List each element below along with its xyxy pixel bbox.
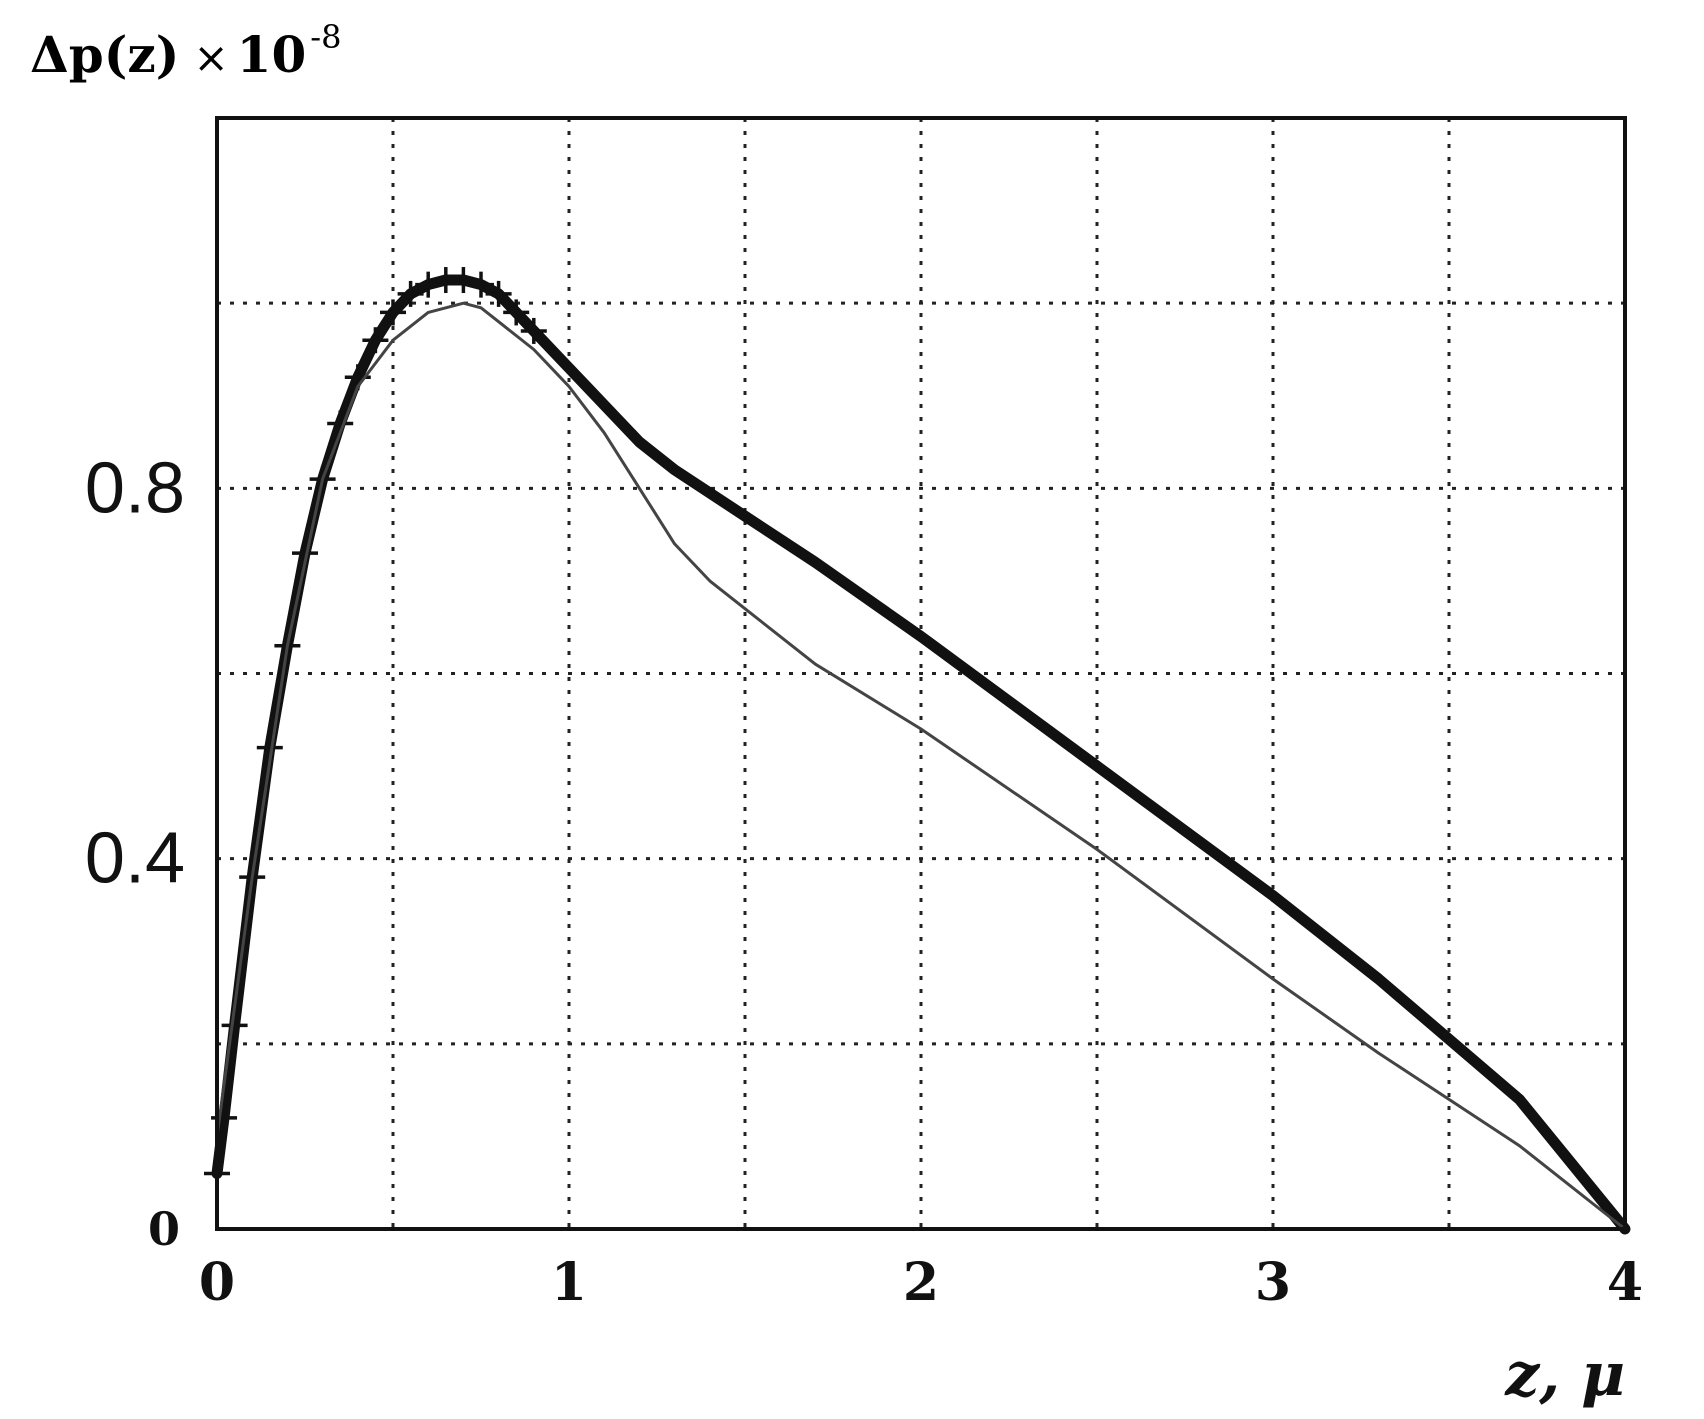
y-axis-label-base: 10 [237, 25, 307, 84]
y-tick-label-2: 0.8 [85, 448, 185, 528]
series-0-marker-17 [485, 280, 512, 307]
x-tick-label-4: 4 [1607, 1252, 1643, 1313]
series-0-marker-12 [397, 280, 424, 307]
series-0-marker-19 [520, 317, 547, 344]
y-axis-label-main: Δp(z) [30, 25, 179, 84]
series-0-marker-15 [450, 267, 477, 294]
y-tick-label-0: 0 [148, 1202, 180, 1256]
series-layer [204, 267, 1631, 1235]
y-axis-label: Δp(z) × 10 -8 [30, 18, 341, 84]
x-tick-label-3: 3 [1255, 1252, 1291, 1313]
y-axis-label-exponent: -8 [310, 18, 341, 56]
series-line-1 [215, 301, 1627, 1231]
x-axis-label: z, μ [1504, 1340, 1625, 1410]
y-tick-label-1: 0.4 [85, 819, 185, 899]
series-0-marker-13 [415, 271, 442, 298]
series-0-marker-16 [468, 271, 494, 298]
plot-border [215, 116, 1627, 1231]
series-0-marker-10 [362, 327, 389, 354]
x-tick-label-2: 2 [903, 1252, 939, 1313]
plot-frame [215, 116, 1627, 1231]
tick-labels: 0 1 2 3 4 0 0.4 0.8 [85, 448, 1643, 1313]
y-axis-label-times: × [193, 33, 228, 82]
series-0-marker-11 [380, 299, 406, 326]
x-tick-label-0: 0 [199, 1252, 235, 1313]
series-line-0 [211, 274, 1631, 1235]
series-0-marker-1 [211, 1104, 238, 1131]
x-tick-label-1: 1 [551, 1252, 587, 1313]
series-0-marker-18 [503, 299, 530, 326]
